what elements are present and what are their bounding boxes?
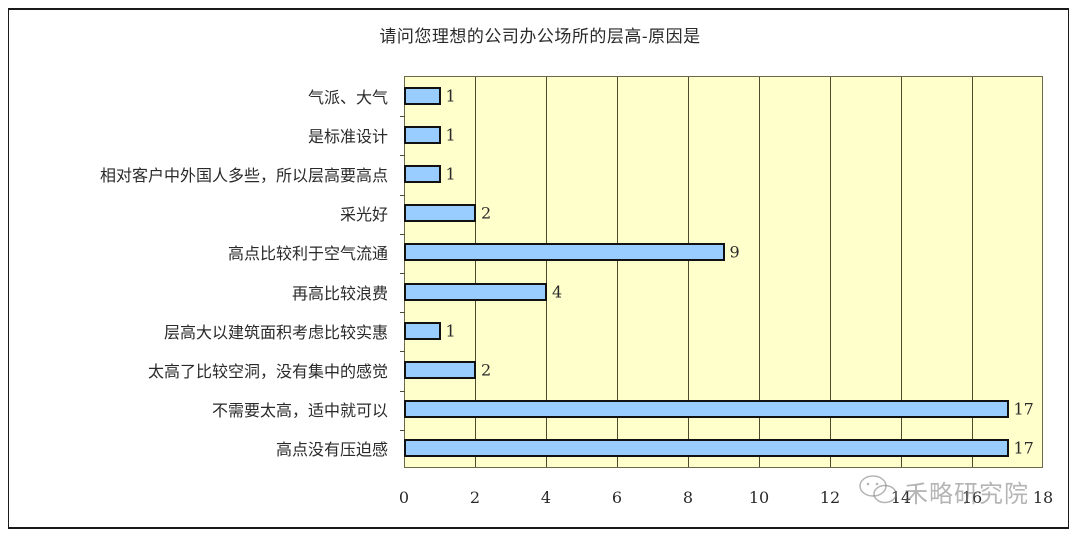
bar-value-label: 17: [1013, 399, 1034, 419]
bar: [404, 439, 1009, 458]
x-tick-label: 18: [1032, 488, 1054, 507]
bar: [404, 125, 441, 144]
bar: [404, 400, 1009, 419]
x-tick-label: 12: [819, 488, 841, 507]
x-tick-label: 16: [961, 488, 983, 507]
category-label: 是标准设计: [307, 126, 388, 146]
category-label: 采光好: [339, 205, 388, 225]
gridline: [688, 77, 689, 467]
category-label: 再高比较浪费: [291, 283, 388, 303]
bar-value-label: 9: [729, 242, 740, 262]
y-tick: [400, 116, 405, 118]
category-label: 不需要太高，适中就可以: [211, 401, 388, 421]
bar-value-label: 2: [481, 360, 492, 380]
y-tick: [400, 312, 405, 314]
bar-value-label: 1: [445, 125, 456, 145]
bar: [404, 361, 476, 379]
watermark-text: 禾略研究院: [904, 480, 1029, 508]
bar-value-label: 1: [445, 321, 456, 341]
gridline: [901, 77, 902, 467]
wechat-icon: [859, 475, 897, 504]
category-label: 高点比较利于空气流通: [227, 244, 388, 264]
gridline: [759, 77, 760, 467]
bar: [404, 321, 441, 340]
y-tick: [400, 273, 405, 274]
gridline: [972, 77, 973, 467]
gridline: [617, 77, 618, 467]
y-tick: [400, 390, 405, 392]
category-label: 层高大以建筑面积考虑比较实惠: [163, 322, 388, 342]
y-tick: [400, 155, 405, 157]
y-tick: [400, 351, 405, 353]
x-tick-label: 6: [611, 488, 623, 507]
y-tick: [400, 194, 405, 196]
x-tick-label: 8: [682, 488, 694, 507]
bar: [404, 204, 476, 223]
bar: [404, 165, 441, 183]
x-tick-label: 2: [469, 488, 481, 507]
x-tick-label: 10: [748, 488, 770, 507]
gridline: [546, 77, 547, 467]
y-tick: [400, 429, 405, 431]
category-label: 相对客户中外国人多些，所以层高要高点: [99, 166, 388, 185]
bar-value-label: 1: [445, 86, 456, 106]
category-label: 高点没有压迫感: [275, 440, 388, 460]
bar: [404, 243, 725, 262]
bar-value-label: 1: [445, 164, 456, 184]
bar: [404, 282, 547, 301]
bar: [404, 86, 441, 105]
gridline: [475, 77, 476, 467]
x-tick-label: 4: [540, 488, 552, 507]
category-label: 气派、大气: [307, 87, 388, 107]
y-tick: [400, 233, 405, 235]
bar-value-label: 4: [552, 282, 563, 302]
bar-value-label: 2: [481, 203, 492, 223]
category-label: 太高了比较空洞，没有集中的感觉: [147, 362, 388, 381]
gridline: [830, 77, 831, 467]
chart-title: 请问您理想的公司办公场所的层高-原因是: [379, 27, 701, 47]
bar-value-label: 17: [1013, 438, 1034, 458]
x-tick-label: 0: [398, 488, 410, 507]
